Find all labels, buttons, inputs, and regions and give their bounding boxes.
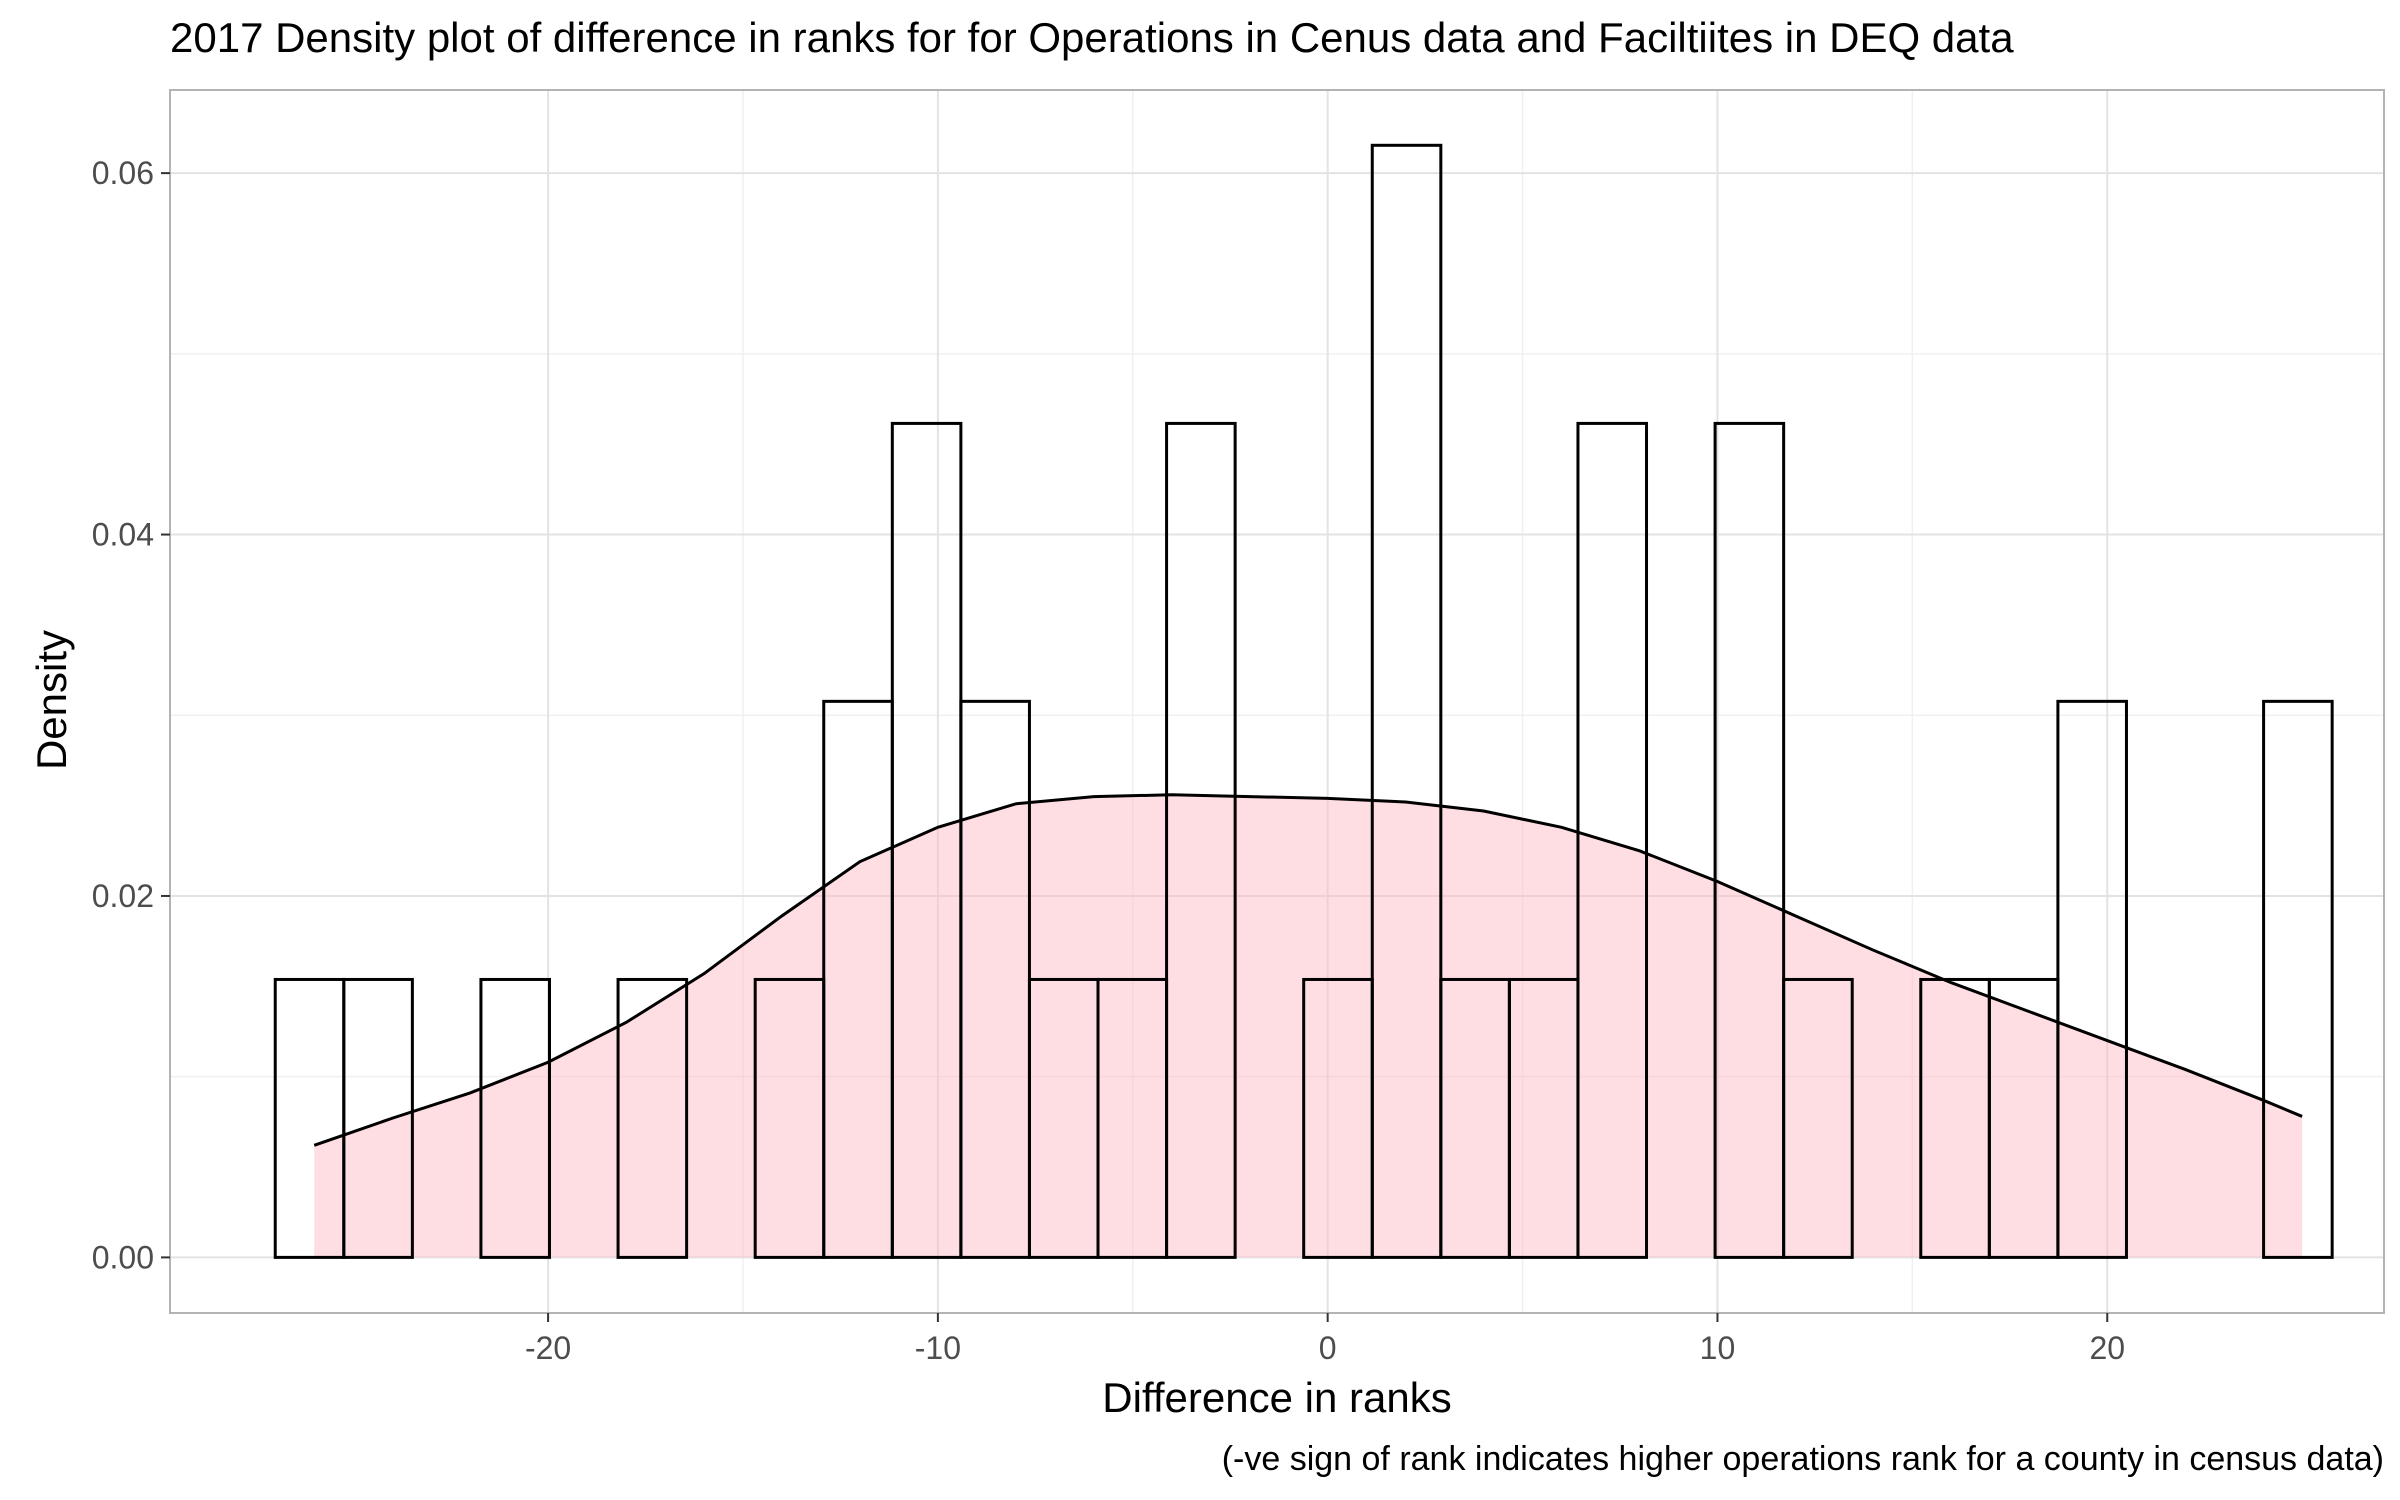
y-tick-label: 0.02 [92, 878, 154, 914]
histogram-bar [1370, 143, 1443, 1259]
histogram-bar [1165, 421, 1237, 1259]
y-tick-label: 0.00 [92, 1239, 154, 1275]
x-tick-label: -10 [915, 1330, 961, 1366]
histogram-bar [479, 977, 551, 1259]
panel-background [170, 90, 2384, 1313]
density-line [313, 793, 2303, 1147]
x-tick-label: 10 [1700, 1330, 1736, 1366]
density-area [314, 794, 2303, 1258]
y-axis-label: Density [28, 629, 75, 771]
density-curve [313, 793, 2303, 1258]
histogram-bars [273, 143, 2334, 1259]
x-tick-label: 0 [1319, 1330, 1337, 1366]
x-tick-label: -20 [525, 1330, 571, 1366]
axis-ticks: -20 -10 0 10 20 0.00 0.02 0.04 0.06 [92, 155, 2125, 1366]
histogram-bar [342, 977, 414, 1259]
panel-border [169, 89, 2385, 1314]
histogram-bar [2262, 699, 2334, 1259]
x-axis-label: Difference in ranks [1102, 1374, 1452, 1421]
histogram-bar [1576, 421, 1649, 1259]
y-tick-label: 0.04 [92, 517, 154, 553]
histogram-bar [2056, 699, 2128, 1259]
histogram-bar [1713, 421, 1786, 1259]
y-tick-label: 0.06 [92, 155, 154, 191]
histogram-bar [1782, 977, 1854, 1259]
chart-title: 2017 Density plot of difference in ranks… [170, 14, 2014, 61]
chart-caption: (-ve sign of rank indicates higher opera… [1221, 1440, 2384, 1478]
histogram-bar [616, 977, 689, 1259]
x-tick-label: 20 [2089, 1330, 2125, 1366]
